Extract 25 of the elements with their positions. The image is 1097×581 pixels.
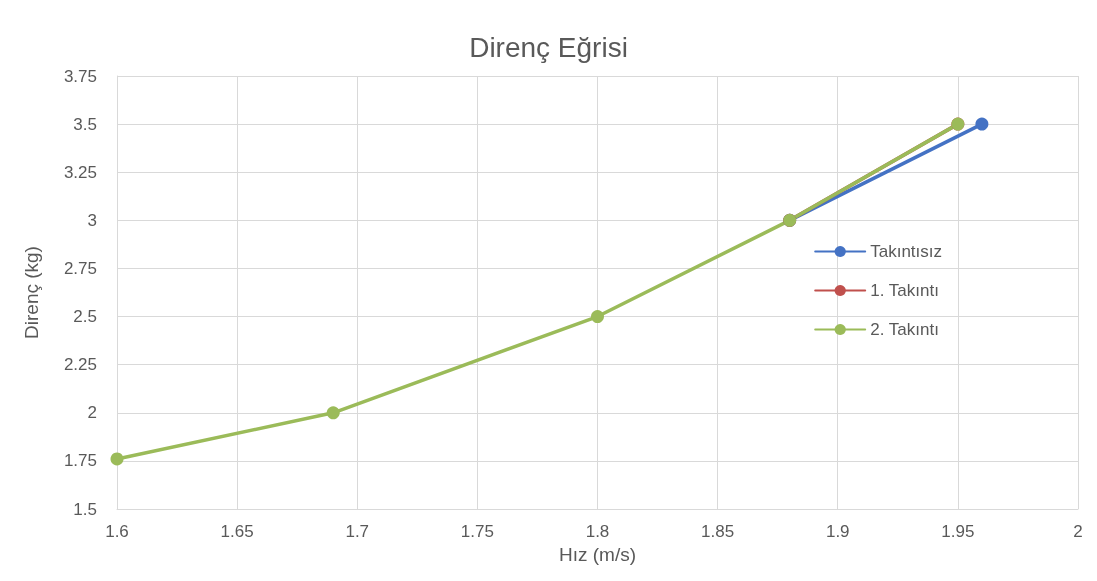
y-tick-label: 2.75 xyxy=(63,258,97,278)
y-tick-label: 3 xyxy=(87,210,97,230)
x-tick-label: 1.6 xyxy=(105,522,129,541)
x-axis-title: Hız (m/s) xyxy=(558,543,637,565)
x-tick-label: 1.85 xyxy=(701,522,735,541)
y-tick-label: 2.25 xyxy=(63,355,97,375)
y-tick-label: 2 xyxy=(87,403,97,423)
y-tick-label: 3.25 xyxy=(63,162,97,182)
x-tick-label: 1.65 xyxy=(220,522,254,541)
legend-label: 1. Takıntı xyxy=(870,281,939,300)
y-tick-label: 1.5 xyxy=(73,499,97,519)
y-tick-label: 1.75 xyxy=(63,451,97,471)
legend-label: Takıntısız xyxy=(870,242,943,261)
x-tick-label: 1.9 xyxy=(825,522,850,541)
y-tick-label: 3.75 xyxy=(63,66,97,86)
y-tick-label: 3.5 xyxy=(73,114,97,134)
x-tick-label: 2 xyxy=(1073,522,1083,541)
x-tick-label: 1.7 xyxy=(345,522,370,541)
y-tick-label: 2.5 xyxy=(73,307,97,327)
y-axis-title: Direnç (kg) xyxy=(21,246,42,339)
x-tick-label: 1.75 xyxy=(460,522,494,541)
x-tick-label: 1.95 xyxy=(941,522,975,541)
x-tick-label: 1.8 xyxy=(585,522,610,541)
chart-title: Direnç Eğrisi xyxy=(469,31,628,63)
legend-label: 2. Takıntı xyxy=(870,320,939,339)
